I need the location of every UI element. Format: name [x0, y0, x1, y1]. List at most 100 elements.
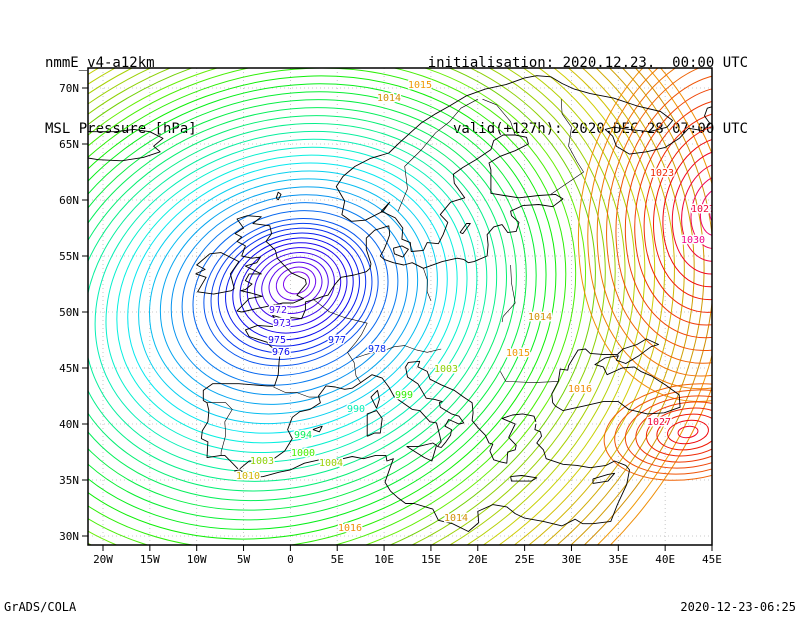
lat-tick-label: 30N — [59, 530, 79, 543]
pressure-contour — [170, 194, 409, 396]
pressure-contour — [643, 111, 712, 313]
pressure-contour — [88, 68, 685, 545]
pressure-contour — [246, 247, 342, 328]
lon-tick-label: 10W — [187, 553, 207, 566]
pressure-contour — [596, 68, 712, 377]
pressure-contour — [282, 271, 311, 295]
country-border — [550, 99, 584, 195]
country-border — [501, 264, 516, 323]
pressure-contour — [232, 237, 354, 341]
contour-label: 978 — [368, 344, 386, 355]
lon-tick-label: 30E — [562, 553, 582, 566]
pressure-contour — [88, 68, 646, 545]
geography — [88, 75, 712, 532]
contour-label: 1015 — [506, 348, 530, 359]
pressure-contour — [88, 83, 547, 530]
coastline — [88, 128, 164, 162]
pressure-contour — [624, 395, 712, 469]
coastline — [234, 215, 307, 313]
coastline — [312, 425, 323, 433]
lat-tick-label: 45N — [59, 362, 79, 375]
country-border — [423, 268, 432, 301]
coastline — [459, 223, 471, 235]
pressure-contour — [88, 122, 498, 482]
lon-tick-label: 5E — [331, 553, 344, 566]
pressure-contour — [138, 170, 438, 425]
pressure-contour — [614, 389, 712, 475]
pressure-contour — [94, 138, 478, 463]
lat-tick-label: 35N — [59, 474, 79, 487]
lon-tick-label: 20W — [93, 553, 113, 566]
valid-time: valid(+127h): 2020.DEC.28 07:00 UTC — [452, 121, 748, 137]
country-border — [207, 402, 233, 456]
lat-tick-label: 55N — [59, 250, 79, 263]
coastline — [200, 263, 372, 470]
pressure-contour — [105, 146, 468, 454]
field-name: MSL Pressure [hPa] — [45, 121, 197, 137]
pressure-contour — [577, 68, 712, 402]
pressure-contour — [606, 68, 712, 364]
contour-label: 1000 — [291, 448, 315, 459]
contour-label: 1027 — [691, 204, 715, 215]
pressure-contour — [88, 68, 626, 545]
contour-label: 972 — [269, 305, 287, 316]
lon-tick-label: 0 — [287, 553, 294, 566]
coastline — [195, 252, 240, 295]
contour-label: 1030 — [681, 235, 705, 246]
pressure-contour — [634, 98, 712, 326]
pressure-contour — [653, 123, 712, 301]
lat-tick-label: 65N — [59, 138, 79, 151]
contour-label: 977 — [328, 335, 346, 346]
header-left: nmmE_v4-a12km MSL Pressure [hPa] — [45, 8, 197, 184]
pressure-contour — [88, 91, 537, 521]
pressure-contour — [159, 186, 419, 405]
contour-label: 1014 — [377, 93, 401, 104]
lat-tick-label: 40N — [59, 418, 79, 431]
coastline — [275, 191, 282, 201]
lat-tick-label: 50N — [59, 306, 79, 319]
lon-tick-label: 20E — [468, 553, 488, 566]
country-border — [500, 371, 559, 383]
pressure-contour — [699, 187, 712, 237]
pressure-contour — [210, 222, 373, 360]
pressure-contour — [88, 107, 517, 502]
pressure-contour — [88, 68, 675, 545]
coastline — [592, 472, 616, 484]
contour-label: 990 — [347, 404, 365, 415]
map-frame — [87, 67, 713, 546]
contour-label: 1027 — [647, 417, 671, 428]
creation-timestamp: 2020-12-23-06:25 — [680, 600, 796, 614]
pressure-contour — [254, 252, 335, 321]
model-name: nmmE_v4-a12km — [45, 55, 155, 71]
lat-tick-label: 70N — [59, 82, 79, 95]
pressure-contour — [671, 149, 712, 275]
pressure-contour — [88, 68, 616, 545]
contour-label: 1016 — [568, 384, 592, 395]
pressure-contour — [116, 154, 458, 444]
pressure-contour — [275, 266, 317, 301]
pressure-contour — [239, 242, 348, 334]
country-border — [313, 299, 368, 383]
contour-label: 975 — [268, 335, 286, 346]
contour-label: 973 — [273, 318, 291, 329]
lat-tick-label: 60N — [59, 194, 79, 207]
header-right: initialisation: 2020.12.23. 00:00 UTC va… — [428, 8, 748, 184]
pressure-contour — [635, 401, 712, 463]
pressure-contour — [148, 178, 429, 415]
coastline — [551, 338, 681, 415]
lon-tick-label: 45E — [702, 553, 722, 566]
pressure-contour — [88, 68, 666, 545]
pressure-contour — [181, 202, 399, 386]
pressure-contour — [225, 232, 360, 347]
pressure-contour — [667, 419, 709, 445]
country-border — [397, 98, 478, 212]
coastline — [370, 389, 380, 409]
pressure-contour — [88, 130, 488, 473]
pressure-contour — [656, 413, 712, 451]
